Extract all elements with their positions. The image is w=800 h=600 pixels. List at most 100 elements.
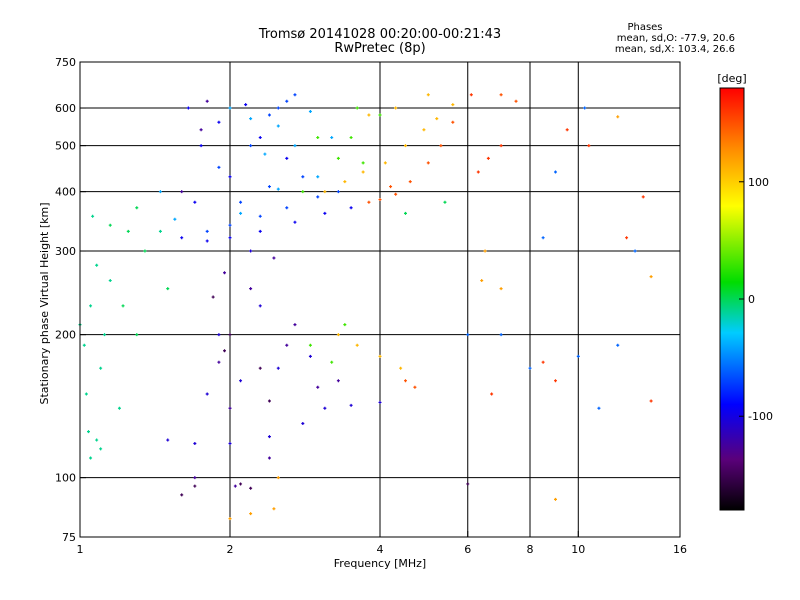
data-point bbox=[228, 442, 232, 446]
data-point bbox=[249, 249, 253, 253]
y-tick-label: 100 bbox=[55, 472, 76, 485]
y-tick-label: 400 bbox=[55, 186, 76, 199]
data-point bbox=[166, 438, 170, 442]
data-point bbox=[217, 120, 221, 124]
data-point bbox=[301, 422, 305, 426]
data-point bbox=[217, 333, 221, 337]
data-point bbox=[89, 456, 93, 460]
data-point bbox=[336, 190, 340, 194]
data-point bbox=[330, 360, 334, 364]
data-point bbox=[443, 200, 447, 204]
data-point bbox=[426, 93, 430, 97]
data-point bbox=[633, 249, 637, 253]
data-point bbox=[272, 507, 276, 511]
data-point bbox=[95, 438, 99, 442]
data-point bbox=[108, 279, 112, 283]
x-tick-label: 10 bbox=[571, 543, 585, 556]
data-point bbox=[267, 435, 271, 439]
colorbar-tick-label: -100 bbox=[748, 410, 773, 423]
colorbar-ticks: 100 0 -100 bbox=[739, 176, 773, 423]
data-point bbox=[293, 323, 297, 327]
data-point bbox=[267, 185, 271, 189]
data-point bbox=[490, 392, 494, 396]
data-point bbox=[276, 476, 280, 480]
data-point bbox=[394, 106, 398, 110]
data-point bbox=[389, 185, 393, 189]
data-point bbox=[343, 180, 347, 184]
data-point bbox=[199, 128, 203, 132]
data-point bbox=[576, 354, 580, 358]
data-point bbox=[95, 263, 99, 267]
data-point bbox=[276, 106, 280, 110]
data-point bbox=[394, 192, 398, 196]
data-point bbox=[641, 195, 645, 199]
data-point bbox=[301, 190, 305, 194]
data-point bbox=[223, 349, 227, 353]
data-point bbox=[276, 124, 280, 128]
data-point bbox=[99, 366, 103, 370]
y-tick-label: 500 bbox=[55, 140, 76, 153]
data-point bbox=[426, 161, 430, 165]
data-point bbox=[403, 211, 407, 215]
y-axis-label: Stationary phase Virtual Height [km] bbox=[38, 202, 51, 404]
data-point bbox=[483, 249, 487, 253]
data-point bbox=[514, 99, 518, 103]
data-point bbox=[199, 144, 203, 148]
data-point bbox=[103, 333, 107, 337]
data-point bbox=[258, 136, 262, 140]
data-point bbox=[91, 214, 95, 218]
data-point bbox=[86, 430, 90, 434]
data-point bbox=[89, 304, 93, 308]
scatter-points bbox=[78, 93, 653, 521]
data-point bbox=[228, 406, 232, 410]
data-point bbox=[349, 403, 353, 407]
data-point bbox=[276, 366, 280, 370]
data-point bbox=[336, 333, 340, 337]
data-point bbox=[233, 484, 237, 488]
data-point bbox=[239, 482, 243, 486]
data-point bbox=[228, 223, 232, 227]
data-point bbox=[211, 295, 215, 299]
data-point bbox=[378, 113, 382, 117]
data-point bbox=[193, 200, 197, 204]
data-point bbox=[249, 117, 253, 121]
data-point bbox=[249, 486, 253, 490]
data-point bbox=[361, 170, 365, 174]
stats-line-o: mean, sd,O: -77.9, 20.6 bbox=[616, 33, 735, 44]
data-point bbox=[378, 198, 382, 202]
data-point bbox=[205, 239, 209, 243]
data-point bbox=[108, 223, 112, 227]
data-point bbox=[205, 99, 209, 103]
data-point bbox=[597, 406, 601, 410]
chart-subtitle: RwPretec (8p) bbox=[334, 41, 426, 56]
data-point bbox=[466, 333, 470, 337]
data-point bbox=[378, 354, 382, 358]
data-point bbox=[267, 399, 271, 403]
data-point bbox=[166, 287, 170, 291]
data-point bbox=[239, 200, 243, 204]
colorbar-tick-label: 100 bbox=[748, 176, 769, 189]
stats-title: Phases bbox=[627, 22, 663, 33]
data-point bbox=[276, 187, 280, 191]
data-point bbox=[499, 333, 503, 337]
y-tick-label: 600 bbox=[55, 102, 76, 115]
x-tick-label: 16 bbox=[673, 543, 687, 556]
data-point bbox=[285, 156, 289, 160]
data-point bbox=[323, 406, 327, 410]
data-point bbox=[323, 190, 327, 194]
data-point bbox=[553, 497, 557, 501]
data-point bbox=[143, 249, 147, 253]
data-point bbox=[158, 190, 162, 194]
data-point bbox=[267, 113, 271, 117]
data-point bbox=[422, 128, 426, 132]
data-point bbox=[649, 399, 653, 403]
data-point bbox=[553, 379, 557, 383]
data-point bbox=[205, 392, 209, 396]
grid-lines bbox=[80, 62, 680, 537]
data-point bbox=[323, 211, 327, 215]
data-point bbox=[336, 156, 340, 160]
data-point bbox=[349, 136, 353, 140]
data-point bbox=[378, 400, 382, 404]
data-point bbox=[135, 206, 139, 210]
